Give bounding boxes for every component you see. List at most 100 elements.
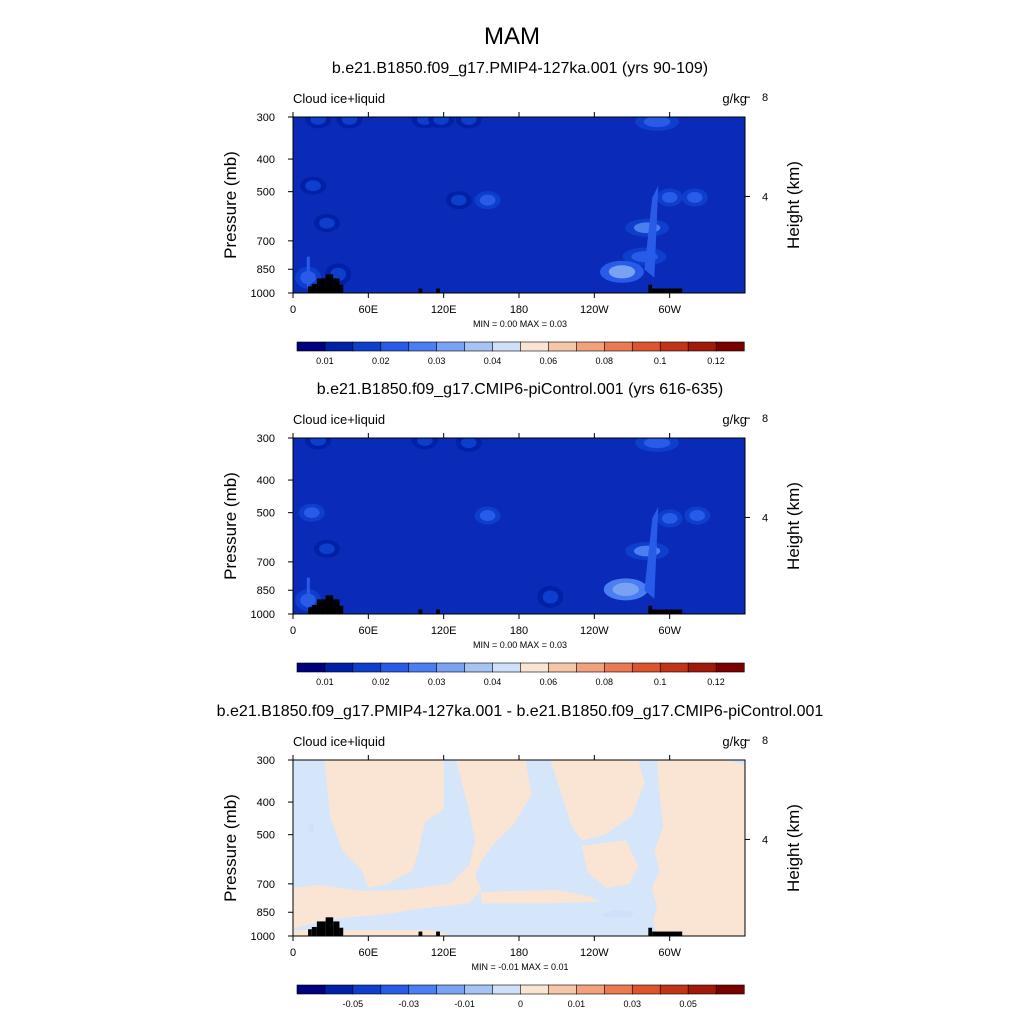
land-mask xyxy=(652,931,683,936)
y-right-tick-label: 4 xyxy=(762,512,768,524)
colorbar-swatch xyxy=(324,341,354,352)
contour-feature xyxy=(319,217,335,229)
contour-feature xyxy=(310,117,326,125)
contour-region xyxy=(324,760,444,888)
colorbar-label: 0.08 xyxy=(596,677,614,687)
contour-feature xyxy=(643,117,671,128)
colorbar-swatch xyxy=(604,662,633,673)
land-mask xyxy=(648,284,653,293)
land-mask xyxy=(308,286,312,293)
contour-field xyxy=(293,117,745,293)
contour-field xyxy=(293,760,745,936)
colorbar-swatch xyxy=(324,984,354,995)
colorbar-swatch xyxy=(520,662,550,673)
chart-panel: b.e21.B1850.f09_g17.PMIP4-127ka.001 - b.… xyxy=(217,703,824,1009)
colorbar-label: 0.1 xyxy=(654,356,667,366)
contour-feature xyxy=(689,510,706,521)
colorbar-label: 0.01 xyxy=(568,999,586,1009)
contour-region xyxy=(600,909,635,918)
y-right-tick-label: 8 xyxy=(762,413,768,425)
colorbar-label: 0.02 xyxy=(372,677,390,687)
y-tick-label: 300 xyxy=(257,112,275,124)
colorbar-swatch xyxy=(436,662,466,673)
contour-feature xyxy=(644,506,659,599)
colorbar-swatch xyxy=(408,341,438,352)
field-background xyxy=(293,438,745,614)
y-tick-label: 500 xyxy=(257,508,275,520)
colorbar-swatch xyxy=(659,984,689,995)
x-tick-label: 0 xyxy=(290,947,296,959)
land-mask xyxy=(311,283,317,293)
land-mask xyxy=(652,609,683,614)
colorbar-swatch xyxy=(576,662,605,673)
units-label: g/kg xyxy=(722,412,747,427)
y-right-tick-label: 4 xyxy=(762,834,768,846)
colorbar-swatch xyxy=(548,341,577,352)
x-tick-label: 60E xyxy=(359,304,379,316)
colorbar-swatch xyxy=(380,341,410,352)
colorbar-swatch xyxy=(687,662,717,673)
y-tick-label: 500 xyxy=(257,830,275,842)
colorbar-swatch xyxy=(548,984,577,995)
contour-feature xyxy=(608,265,636,279)
panel-title: b.e21.B1850.f09_g17.CMIP6-piControl.001 … xyxy=(317,381,723,398)
contour-feature xyxy=(643,438,671,449)
colorbar-swatch xyxy=(380,662,410,673)
variable-label: Cloud ice+liquid xyxy=(293,734,385,749)
y-axis-title: Pressure (mb) xyxy=(221,472,240,580)
y-tick-label: 700 xyxy=(257,879,275,891)
y-tick-label: 500 xyxy=(257,187,275,199)
colorbar-label: 0.03 xyxy=(623,999,641,1009)
y-tick-label: 850 xyxy=(257,264,275,276)
y-tick-label: 850 xyxy=(257,585,275,597)
y-axis-title: Pressure (mb) xyxy=(221,151,240,259)
contour-feature xyxy=(310,438,326,446)
contour-region xyxy=(293,760,532,929)
x-tick-label: 120W xyxy=(580,304,609,316)
contour-feature xyxy=(306,577,310,609)
land-mask xyxy=(418,609,423,614)
y-tick-label: 850 xyxy=(257,907,275,919)
y-tick-label: 1000 xyxy=(251,931,275,943)
contour-feature xyxy=(417,438,433,446)
x-tick-label: 180 xyxy=(510,625,528,637)
colorbar-swatch xyxy=(324,662,354,673)
contour-feature xyxy=(433,117,449,125)
colorbar-swatch xyxy=(715,341,745,352)
colorbar-label: -0.03 xyxy=(398,999,419,1009)
chart-panel: b.e21.B1850.f09_g17.CMIP6-piControl.001 … xyxy=(221,381,803,687)
chart-panel: b.e21.B1850.f09_g17.PMIP4-127ka.001 (yrs… xyxy=(221,60,803,366)
colorbar-swatch xyxy=(352,341,382,352)
colorbar-swatch xyxy=(548,662,577,673)
colorbar-swatch xyxy=(604,984,633,995)
land-mask xyxy=(325,274,334,293)
land-mask xyxy=(436,288,440,293)
contour-field xyxy=(293,438,745,614)
land-mask xyxy=(325,595,334,614)
x-tick-label: 120W xyxy=(580,625,609,637)
contour-feature xyxy=(341,117,358,125)
x-tick-label: 0 xyxy=(290,625,296,637)
colorbar-swatch xyxy=(352,984,382,995)
colorbar-swatch xyxy=(296,984,326,995)
colorbar-swatch xyxy=(576,341,605,352)
page-title: MAM xyxy=(484,23,540,50)
x-tick-label: 120E xyxy=(431,304,457,316)
colorbar-swatch xyxy=(436,984,466,995)
land-mask xyxy=(418,288,423,293)
colorbar-label: 0.1 xyxy=(654,677,667,687)
field-background xyxy=(293,117,745,293)
contour-feature xyxy=(306,256,310,288)
y-tick-label: 1000 xyxy=(251,288,275,300)
colorbar-swatch xyxy=(464,984,494,995)
colorbar-label: 0.04 xyxy=(484,356,502,366)
contour-feature xyxy=(479,510,496,521)
colorbar-label: 0.06 xyxy=(540,677,558,687)
colorbar-swatch xyxy=(631,662,661,673)
colorbar-swatch xyxy=(520,341,550,352)
land-mask xyxy=(648,605,653,614)
contour-feature xyxy=(305,180,321,192)
land-mask xyxy=(418,931,423,936)
land-mask xyxy=(325,917,334,936)
